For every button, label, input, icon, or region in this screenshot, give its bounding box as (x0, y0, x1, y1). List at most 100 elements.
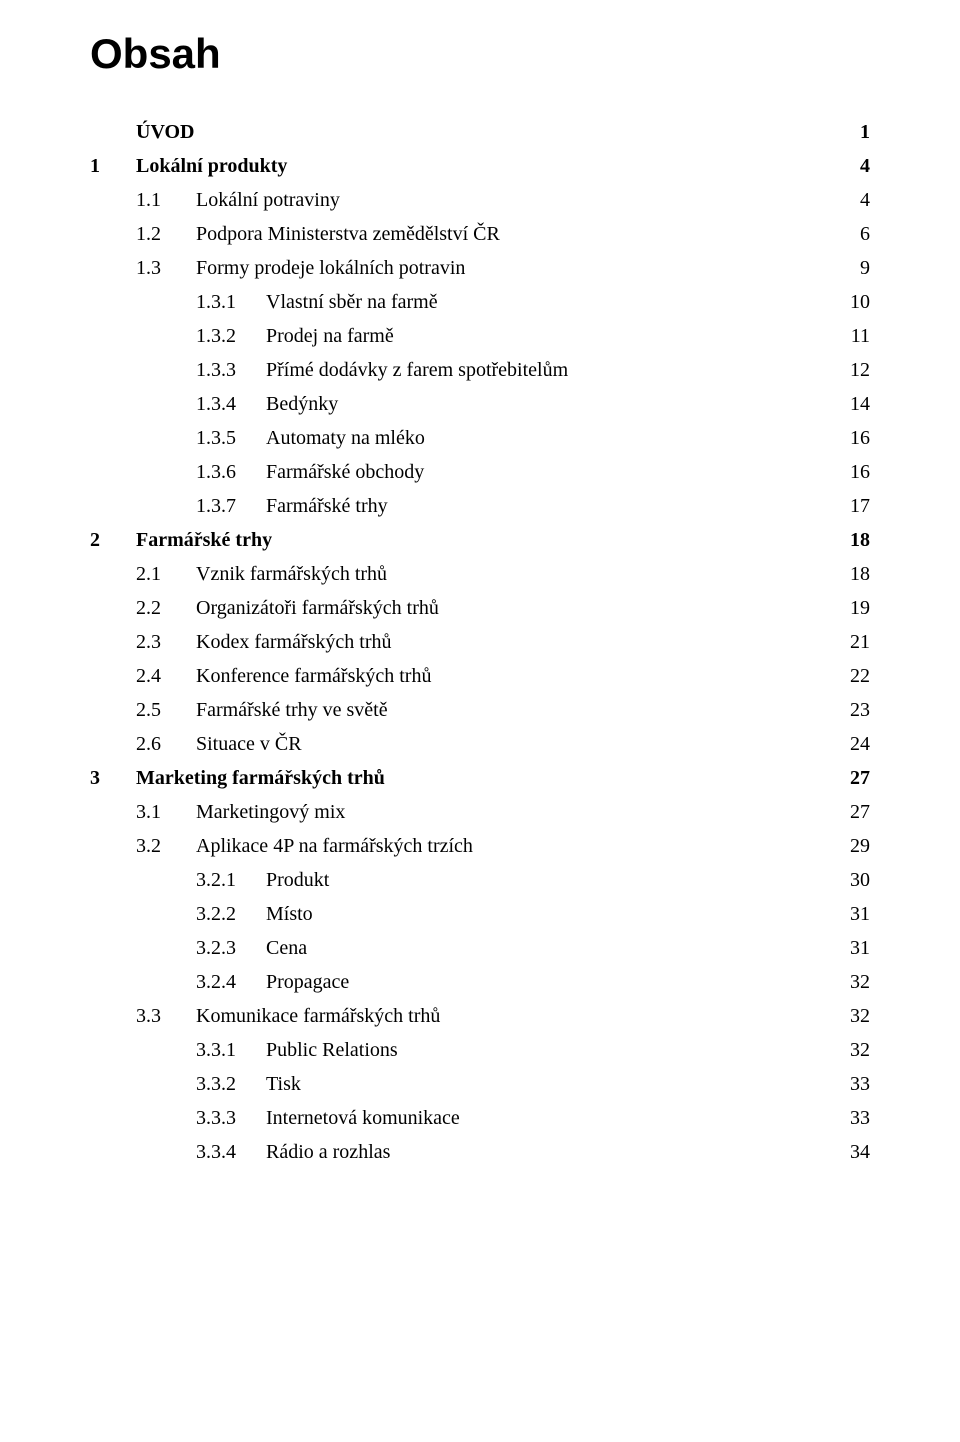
toc-entry: 1.3.7Farmářské trhy 17 (90, 496, 870, 516)
toc-entry-left: 3.3.3Internetová komunikace (90, 1108, 460, 1128)
toc-entry-left: 1.3.4Bedýnky (90, 394, 338, 414)
toc-entry-page: 31 (830, 938, 870, 958)
toc-entry-page: 16 (830, 462, 870, 482)
toc-entry-page: 32 (830, 1006, 870, 1026)
toc-entry-page: 27 (830, 768, 870, 788)
toc-entry-page: 27 (830, 802, 870, 822)
toc-entry-left: 3.2.2Místo (90, 904, 313, 924)
table-of-contents: ÚVOD11Lokální produkty41.1Lokální potrav… (90, 122, 870, 1162)
toc-entry-left: 1.3.7Farmářské trhy (90, 496, 388, 516)
toc-entry-left: 1.3.3Přímé dodávky z farem spotřebitelům (90, 360, 568, 380)
toc-entry-page: 17 (830, 496, 870, 516)
toc-entry-left: 3.1Marketingový mix (90, 802, 345, 822)
toc-entry-page: 33 (830, 1074, 870, 1094)
toc-entry-page: 12 (830, 360, 870, 380)
toc-entry: 3.3.4Rádio a rozhlas34 (90, 1142, 870, 1162)
toc-entry: 3.2Aplikace 4P na farmářských trzích29 (90, 836, 870, 856)
toc-entry-number: 3.3.2 (196, 1074, 266, 1094)
toc-entry: 1Lokální produkty4 (90, 156, 870, 176)
toc-entry-page: 19 (830, 598, 870, 618)
toc-entry-number: 1 (90, 156, 136, 176)
toc-entry: 3.2.4Propagace32 (90, 972, 870, 992)
toc-entry-number: 2 (90, 530, 136, 550)
toc-entry-left: 3.2.3Cena (90, 938, 307, 958)
toc-entry: 1.3.5Automaty na mléko16 (90, 428, 870, 448)
toc-entry-number: 3.2.1 (196, 870, 266, 890)
toc-entry-label: Farmářské trhy (136, 530, 272, 550)
toc-entry-label: Situace v ČR (196, 734, 302, 754)
toc-entry: 1.3.2Prodej na farmě 11 (90, 326, 870, 346)
toc-entry-page: 18 (830, 530, 870, 550)
toc-entry-left: 1.1Lokální potraviny (90, 190, 340, 210)
toc-entry-number: 3.2.4 (196, 972, 266, 992)
toc-entry-left: 2.3Kodex farmářských trhů (90, 632, 392, 652)
toc-entry-label: Vlastní sběr na farmě (266, 292, 438, 312)
toc-entry-page: 1 (830, 122, 870, 142)
toc-entry-number: 1.3.3 (196, 360, 266, 380)
toc-entry-label: Propagace (266, 972, 349, 992)
toc-entry: 2.5Farmářské trhy ve světě 23 (90, 700, 870, 720)
toc-entry-number: 2.3 (136, 632, 196, 652)
toc-entry-left: 1.3.2Prodej na farmě (90, 326, 394, 346)
toc-entry-page: 23 (830, 700, 870, 720)
toc-entry-left: 2.6Situace v ČR (90, 734, 302, 754)
toc-entry: 1.3.1Vlastní sběr na farmě 10 (90, 292, 870, 312)
toc-entry-left: 1.3.6Farmářské obchody (90, 462, 424, 482)
toc-entry-page: 11 (830, 326, 870, 346)
toc-entry-page: 4 (830, 190, 870, 210)
toc-entry-left: 2.2Organizátoři farmářských trhů (90, 598, 439, 618)
toc-entry-left: 3.2.1Produkt (90, 870, 329, 890)
toc-entry-number: 1.3.7 (196, 496, 266, 516)
toc-entry-number: 2.6 (136, 734, 196, 754)
toc-entry: 3.1Marketingový mix 27 (90, 802, 870, 822)
toc-entry-number: 3.3 (136, 1006, 196, 1026)
toc-entry-label: Public Relations (266, 1040, 398, 1060)
toc-entry-page: 10 (830, 292, 870, 312)
toc-entry: 1.3.3Přímé dodávky z farem spotřebitelům… (90, 360, 870, 380)
toc-entry-page: 32 (830, 1040, 870, 1060)
toc-entry-number: 1.3.4 (196, 394, 266, 414)
toc-entry-left: 1.3.1Vlastní sběr na farmě (90, 292, 438, 312)
toc-entry-page: 9 (830, 258, 870, 278)
toc-entry-page: 16 (830, 428, 870, 448)
toc-entry-label: Lokální potraviny (196, 190, 340, 210)
toc-entry: 2.2Organizátoři farmářských trhů 19 (90, 598, 870, 618)
toc-entry-left: 2.5Farmářské trhy ve světě (90, 700, 388, 720)
toc-entry: 1.3.6Farmářské obchody 16 (90, 462, 870, 482)
toc-entry-label: Cena (266, 938, 307, 958)
toc-entry-page: 18 (830, 564, 870, 584)
toc-entry-page: 24 (830, 734, 870, 754)
toc-entry-number: 1.1 (136, 190, 196, 210)
toc-entry-number: 1.3.2 (196, 326, 266, 346)
toc-entry-label: Organizátoři farmářských trhů (196, 598, 439, 618)
toc-entry-left: 1.3Formy prodeje lokálních potravin (90, 258, 465, 278)
toc-entry-number: 3.3.4 (196, 1142, 266, 1162)
toc-entry: 3.3.2Tisk 33 (90, 1074, 870, 1094)
toc-entry-number: 1.3.1 (196, 292, 266, 312)
toc-entry: 2.4Konference farmářských trhů 22 (90, 666, 870, 686)
toc-entry-number: 1.3 (136, 258, 196, 278)
toc-entry-left: 1Lokální produkty (90, 156, 287, 176)
toc-entry-number: 1.3.6 (196, 462, 266, 482)
toc-entry-label: Tisk (266, 1074, 301, 1094)
toc-entry-label: Komunikace farmářských trhů (196, 1006, 440, 1026)
toc-entry: 1.1Lokální potraviny 4 (90, 190, 870, 210)
toc-entry-label: Kodex farmářských trhů (196, 632, 392, 652)
toc-entry-left: 3.2.4Propagace (90, 972, 349, 992)
toc-entry-left: 2Farmářské trhy (90, 530, 272, 550)
toc-entry-page: 29 (830, 836, 870, 856)
toc-entry-left: 2.1Vznik farmářských trhů (90, 564, 387, 584)
toc-entry: 3.2.1Produkt30 (90, 870, 870, 890)
toc-entry-label: Formy prodeje lokálních potravin (196, 258, 465, 278)
toc-entry-left: 3Marketing farmářských trhů (90, 768, 385, 788)
toc-entry-number: 3.2.2 (196, 904, 266, 924)
toc-entry-label: Farmářské trhy (266, 496, 388, 516)
toc-entry-number: 2.5 (136, 700, 196, 720)
toc-entry: 3.2.2Místo31 (90, 904, 870, 924)
toc-entry-left: 2.4Konference farmářských trhů (90, 666, 431, 686)
toc-entry: 1.3Formy prodeje lokálních potravin 9 (90, 258, 870, 278)
toc-entry: 2.6Situace v ČR 24 (90, 734, 870, 754)
toc-entry-page: 22 (830, 666, 870, 686)
toc-entry-number: 3.2 (136, 836, 196, 856)
document-page: Obsah ÚVOD11Lokální produkty41.1Lokální … (0, 0, 960, 1442)
